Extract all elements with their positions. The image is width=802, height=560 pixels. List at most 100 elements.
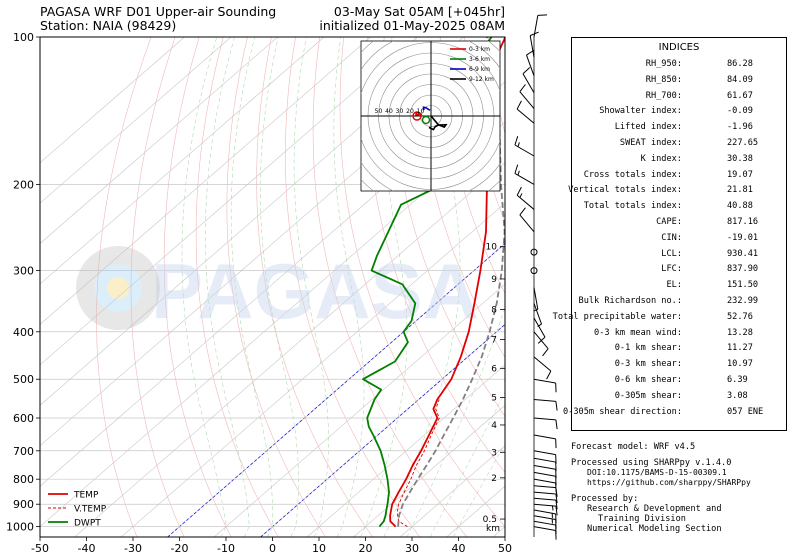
wind-barb [533, 378, 557, 393]
isotherm [399, 445, 505, 537]
index-value: -1.96 [727, 122, 753, 133]
index-label: LFC: [661, 264, 682, 275]
wind-barb [533, 434, 557, 449]
barb-half-flag [519, 193, 523, 198]
x-tick-label: 20 [359, 542, 373, 555]
x-tick-label: -20 [171, 542, 189, 555]
barb-flag [546, 370, 552, 380]
index-label: 0-3 km shear: [614, 359, 682, 370]
hodograph-trace [415, 112, 420, 116]
barb-flag [537, 336, 546, 344]
wind-barb [533, 509, 557, 524]
index-value: 227.65 [727, 137, 759, 148]
mean-wind-marker [421, 115, 431, 125]
org-line-2: Training Division [598, 514, 686, 524]
barb-flag [519, 84, 526, 92]
index-label: Cross totals index: [583, 169, 682, 180]
x-tick-label: -30 [124, 542, 142, 555]
barb-staff [533, 478, 556, 484]
wind-barb [533, 526, 557, 540]
barb-staff [533, 503, 556, 507]
index-row: CIN: -19.01 [572, 233, 786, 249]
index-row: RH_700: 61.67 [572, 91, 786, 107]
dry-adiabat [256, 37, 373, 537]
index-label: 0-6 km shear: [614, 374, 682, 385]
barb-staff [533, 485, 556, 489]
x-tick-label: 10 [312, 542, 326, 555]
wind-barb [533, 450, 557, 464]
wind-barb [519, 84, 535, 109]
km-tick-label: 8 [491, 305, 497, 315]
barb-half-flag [537, 323, 542, 327]
wind-barb [533, 331, 549, 357]
height-km-ticks: 0.5 2 3 4 5 6 7 8 9 10 [483, 243, 505, 525]
wind-barb [533, 485, 558, 497]
index-label: CIN: [661, 232, 682, 243]
wind-barb [514, 164, 535, 185]
barb-flag [516, 100, 522, 110]
barb-staff [533, 464, 556, 470]
org-line-3: Numerical Modeling Section [587, 524, 722, 534]
hodograph-legend-label: 3-6 km [469, 56, 490, 63]
dry-adiabat [339, 37, 505, 528]
wind-barb [533, 457, 557, 472]
index-row: 0-6 km shear: 6.39 [572, 375, 786, 391]
index-value: 11.27 [727, 343, 753, 354]
km-tick-label: 9 [491, 275, 497, 285]
hodograph-rings [361, 41, 500, 191]
barb-flag [522, 67, 531, 75]
barb-half-flag [517, 142, 520, 147]
isotherm [40, 37, 371, 325]
barb-staff [514, 144, 535, 157]
wind-barb [533, 317, 546, 344]
index-label: CAPE: [656, 216, 682, 227]
index-row: Bulk Richardson no.: 232.99 [572, 296, 786, 312]
index-row: LCL: 930.41 [572, 249, 786, 265]
index-label: Vertical totals index: [568, 185, 682, 196]
wind-barbs [514, 14, 558, 540]
barb-staff [533, 520, 556, 526]
dry-adiabat [285, 37, 421, 537]
y-tick-label: 600 [13, 412, 34, 425]
index-value: 19.07 [727, 169, 753, 180]
barb-staff [533, 497, 556, 501]
barb-flag [519, 207, 526, 216]
y-tick-label: 800 [13, 473, 34, 486]
wind-barb [533, 417, 558, 430]
km-tick-label: 6 [491, 364, 497, 374]
y-tick-label: 500 [13, 373, 34, 386]
chart-title: PAGASA WRF D01 Upper-air Sounding Statio… [40, 5, 276, 33]
index-label: 0-305m shear: [614, 390, 682, 401]
x-tick-label: 30 [405, 542, 419, 555]
y-tick-label: 300 [13, 265, 34, 278]
barb-staff [516, 108, 535, 124]
hodograph-trace [422, 106, 431, 111]
wind-barb [533, 356, 552, 380]
index-value: 40.88 [727, 201, 753, 212]
index-value: 817.16 [727, 216, 759, 227]
hodograph: 50 40 30 20 10 0-3 km 3-6 km 6-9 km 9-12 km [360, 40, 501, 192]
isotherm [40, 121, 505, 528]
dry-adiabat [163, 37, 232, 537]
barb-staff [533, 434, 556, 440]
isotherm [120, 202, 505, 537]
barb-staff [533, 287, 539, 310]
barb-staff [533, 317, 546, 338]
index-label: Total totals index: [583, 201, 682, 212]
isotherm [40, 37, 232, 204]
processed-using-text: Processed using SHARPpy v.1.4.0 [571, 458, 732, 468]
barb-flag [555, 500, 558, 510]
index-row: RH_950: 86.28 [572, 59, 786, 75]
km-tick-label: 2 [491, 474, 497, 484]
calm-wind-circle [530, 267, 538, 275]
km-tick-label: 4 [491, 421, 497, 431]
dry-adiabat [415, 37, 505, 358]
legend-label: DWPT [74, 519, 101, 529]
index-row: 0-1 km shear: 11.27 [572, 343, 786, 359]
barb-flag [514, 164, 519, 174]
hodograph-legend-label: 6-9 km [469, 66, 490, 73]
processed-by-text: Processed by: [571, 494, 639, 504]
index-value: 30.38 [727, 153, 753, 164]
moist-adiabat [205, 37, 250, 537]
isotherm [74, 162, 505, 537]
